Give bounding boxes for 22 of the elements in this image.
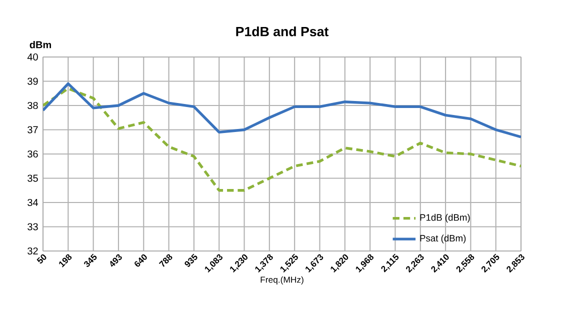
x-tick-label: 50 — [36, 254, 46, 264]
y-tick-label: 34 — [28, 198, 38, 206]
x-tick-label: 493 — [110, 254, 122, 267]
x-tick-label: 640 — [134, 254, 147, 267]
y-tick-label: 35 — [28, 174, 38, 182]
y-tick-label: 39 — [28, 78, 38, 85]
line-series — [43, 82, 521, 138]
y-tick-label: 36 — [28, 150, 38, 158]
y-tick-label: 38 — [28, 102, 38, 110]
x-tick-label: 935 — [184, 254, 198, 267]
chart-title: P1dB and Psat — [236, 26, 329, 36]
x-tick-label: 345 — [84, 254, 97, 267]
y-axis-title: dBm — [30, 40, 51, 48]
legend-label: Psat (dBm) — [420, 234, 466, 244]
x-axis-title: Freq.(MHz) — [260, 276, 304, 284]
x-tick-label: 198 — [59, 254, 72, 268]
y-tick-label: 37 — [28, 126, 38, 134]
x-tick-label: 788 — [158, 254, 172, 267]
y-tick-label: 32 — [28, 247, 38, 255]
y-tick-label: 33 — [28, 223, 38, 230]
legend-label: P1dB (dBm) — [420, 214, 470, 223]
y-tick-label: 40 — [27, 53, 38, 61]
